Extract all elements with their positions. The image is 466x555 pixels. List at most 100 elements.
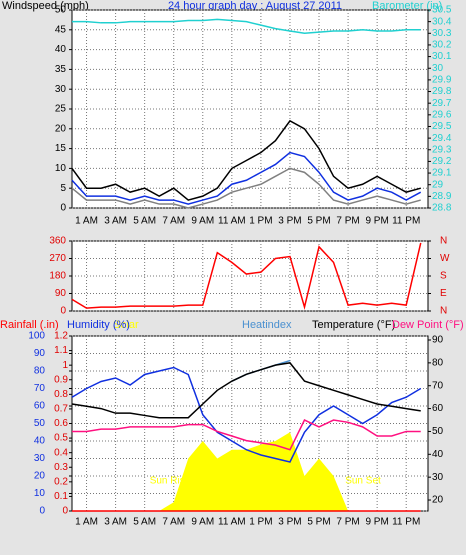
y-tick-label: 1.2 <box>54 331 68 342</box>
x-tick-label: 9 AM <box>191 216 214 227</box>
y2-tick-label: 29.5 <box>432 121 452 132</box>
y-tick-label: 0.9 <box>54 374 68 385</box>
x-tick-label: 5 PM <box>307 216 330 227</box>
legend-label: Temperature (°F) <box>312 319 395 331</box>
y2-tick-label: 29.7 <box>432 98 452 109</box>
y-tick-label: 0 <box>62 506 68 517</box>
y2-tick-label: N <box>440 306 447 317</box>
x-tick-label: 11 AM <box>218 216 246 227</box>
legend-label: Heatindex <box>242 319 292 331</box>
x-tick-label: 3 PM <box>278 216 301 227</box>
y2-tick-label: 50 <box>432 426 444 437</box>
y-tick-label: 0.6 <box>54 418 68 429</box>
y-tick-label: 40 <box>55 44 67 55</box>
series-line <box>72 18 421 35</box>
y-tick-label: 35 <box>55 64 67 75</box>
y2-tick-label: 30.5 <box>432 5 452 16</box>
y-tick-label: 25 <box>55 104 67 115</box>
y-tick-label: 0.3 <box>54 462 68 473</box>
y2-tick-label: 29.8 <box>432 86 452 97</box>
y-tick-label: 0 <box>60 306 66 317</box>
y-tick-label: 30 <box>55 84 67 95</box>
solar-area <box>72 432 421 511</box>
series-line <box>71 362 421 419</box>
x-tick-label: 3 AM <box>104 517 127 528</box>
y-tick-label: 270 <box>49 253 66 264</box>
barometer-label: Barometer (in) <box>372 0 442 12</box>
y-tick-label: 0.4 <box>54 447 68 458</box>
x-tick-label: 1 PM <box>249 517 272 528</box>
y2-tick-label: N <box>440 236 447 247</box>
x-tick-label: 5 AM <box>133 216 156 227</box>
legend-label: Humidity (%) <box>67 319 130 331</box>
y-tick-label: 0.1 <box>54 491 68 502</box>
y2-tick-label: 28.9 <box>432 191 452 202</box>
y-tick-label: 30 <box>34 453 46 464</box>
y-tick-label: 80 <box>34 366 46 377</box>
x-tick-label: 5 PM <box>307 517 330 528</box>
y-tick-label: 360 <box>49 236 66 247</box>
x-tick-label: 9 AM <box>191 517 214 528</box>
y2-tick-label: 30.4 <box>432 16 452 27</box>
y2-tick-label: 60 <box>432 403 444 414</box>
y-tick-label: 90 <box>55 288 67 299</box>
x-tick-label: 7 PM <box>336 517 359 528</box>
y-tick-label: 70 <box>34 383 46 394</box>
y-tick-label: 0.5 <box>54 433 68 444</box>
x-tick-label: 7 AM <box>162 517 185 528</box>
x-tick-label: 1 AM <box>75 216 98 227</box>
x-tick-label: 11 PM <box>392 517 420 528</box>
y-tick-label: 10 <box>34 488 46 499</box>
y-tick-label: 10 <box>55 163 67 174</box>
y-tick-label: 50 <box>55 5 67 16</box>
y-tick-label: 15 <box>55 143 67 154</box>
annotation: Sun Rise <box>150 476 191 487</box>
y2-tick-label: 29.9 <box>432 75 452 86</box>
y2-tick-label: W <box>440 253 450 264</box>
legend-label: Dew Point (°F) <box>392 319 464 331</box>
x-tick-label: 3 AM <box>104 216 127 227</box>
y-tick-label: 5 <box>60 183 66 194</box>
y-tick-label: 1.1 <box>54 345 68 356</box>
y2-tick-label: 40 <box>432 449 444 460</box>
wind-label: Windspeed (mph) <box>2 0 89 12</box>
y-tick-label: 180 <box>49 271 66 282</box>
series-line <box>71 167 421 209</box>
y2-tick-label: 90 <box>432 335 444 346</box>
y-tick-label: 0.2 <box>54 476 68 487</box>
y2-tick-label: 29.4 <box>432 133 452 144</box>
y2-tick-label: 29.6 <box>432 109 452 120</box>
x-tick-label: 9 PM <box>365 216 388 227</box>
y-tick-label: 40 <box>34 436 46 447</box>
y-tick-label: 0 <box>60 203 66 214</box>
y-tick-label: 20 <box>55 123 67 134</box>
y2-tick-label: 30 <box>432 472 444 483</box>
y2-tick-label: 29.1 <box>432 168 452 179</box>
legend-label: Rainfall (.in) <box>0 319 59 331</box>
chart-title: 24 hour graph day : August 27 2011 <box>168 0 342 12</box>
y2-tick-label: S <box>440 271 447 282</box>
y-tick-label: 50 <box>34 418 46 429</box>
y2-tick-label: 20 <box>432 495 444 506</box>
series-line <box>72 419 421 451</box>
x-tick-label: 7 AM <box>162 216 185 227</box>
y-tick-label: 60 <box>34 401 46 412</box>
y2-tick-label: 30.3 <box>432 28 452 39</box>
series-line <box>71 151 422 205</box>
y2-tick-label: E <box>440 288 447 299</box>
y2-tick-label: 30 <box>432 63 444 74</box>
y2-tick-label: 30.1 <box>432 51 452 62</box>
y2-tick-label: 29.2 <box>432 156 452 167</box>
y-tick-label: 90 <box>34 348 46 359</box>
y-tick-label: 0 <box>39 506 45 517</box>
y2-tick-label: 30.2 <box>432 40 452 51</box>
x-tick-label: 1 PM <box>249 216 272 227</box>
x-tick-label: 5 AM <box>133 517 156 528</box>
y-tick-label: 100 <box>28 331 45 342</box>
x-tick-label: 9 PM <box>365 517 388 528</box>
y-tick-label: 1 <box>62 360 68 371</box>
y2-tick-label: 29.3 <box>432 144 452 155</box>
y2-tick-label: 28.8 <box>432 203 452 214</box>
y2-tick-label: 70 <box>432 380 444 391</box>
